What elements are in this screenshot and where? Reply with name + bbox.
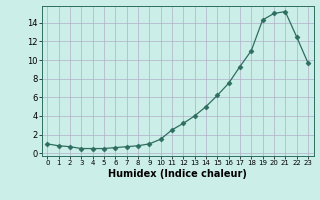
X-axis label: Humidex (Indice chaleur): Humidex (Indice chaleur) [108, 169, 247, 179]
